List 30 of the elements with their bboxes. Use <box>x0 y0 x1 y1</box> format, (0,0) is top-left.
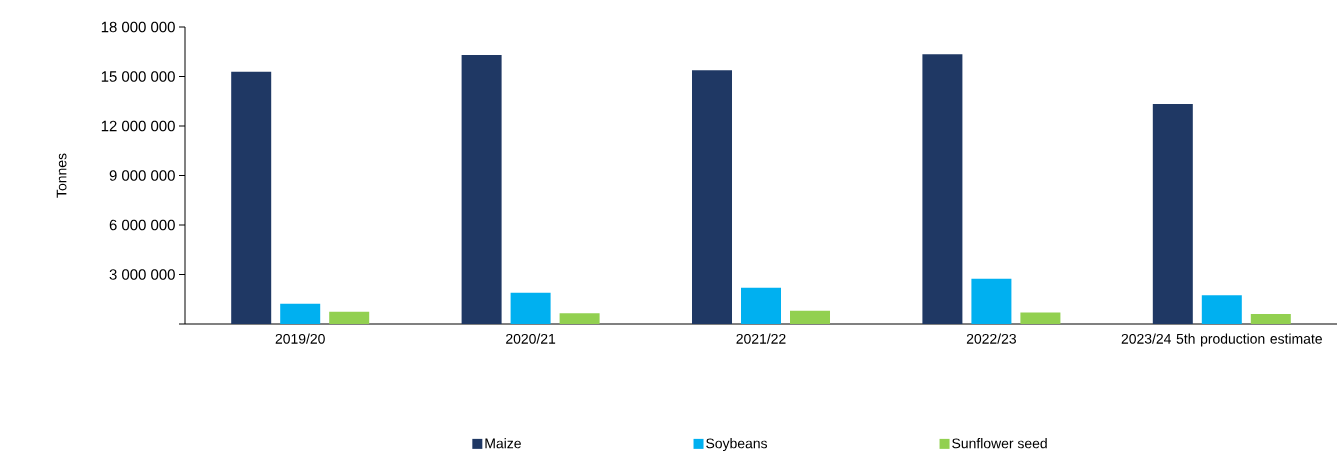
x-tick-label: 2022/23 <box>966 333 1016 344</box>
legend-label: Maize <box>485 438 521 449</box>
bar <box>461 54 502 324</box>
y-tick-label: 6 000 000 <box>109 219 175 231</box>
bar <box>741 287 781 324</box>
bar <box>559 313 600 324</box>
x-tick-label: 2020/21 <box>506 333 556 344</box>
y-tick-label: 15 000 000 <box>101 71 175 82</box>
bar <box>329 311 370 324</box>
y-tick-label: 12 000 000 <box>101 120 175 132</box>
legend-label: Sunflower seed <box>952 438 1047 449</box>
y-axis-title: Tonnes <box>56 153 67 198</box>
bar <box>692 70 732 324</box>
x-tick-label: 2019/20 <box>275 333 325 344</box>
y-tick-label: 18 000 000 <box>101 21 175 33</box>
y-tick-label: 9 000 000 <box>109 170 175 181</box>
x-tick-label: 2021/22 <box>736 333 786 344</box>
y-tick-label: 3 000 000 <box>109 269 175 280</box>
bar <box>971 278 1012 324</box>
bar <box>1201 295 1242 324</box>
bar <box>922 54 963 324</box>
x-tick-label: 2023/24 5th production estimate <box>1121 333 1322 347</box>
bar <box>280 303 321 324</box>
bar <box>1152 104 1193 324</box>
bar <box>1020 312 1061 324</box>
bar <box>510 292 551 324</box>
bar <box>790 310 830 324</box>
bar <box>1250 313 1291 324</box>
legend-label: Soybeans <box>706 438 768 452</box>
bar <box>231 71 272 324</box>
